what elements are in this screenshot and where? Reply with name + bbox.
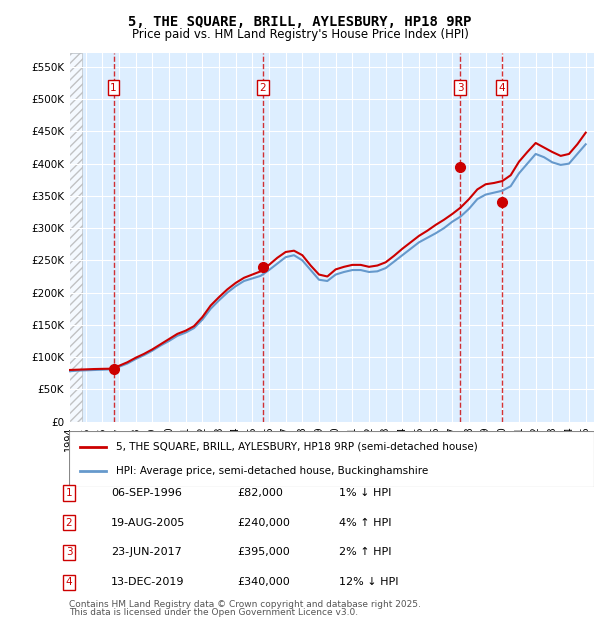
Text: £395,000: £395,000 [237, 547, 290, 557]
Text: HPI: Average price, semi-detached house, Buckinghamshire: HPI: Average price, semi-detached house,… [116, 466, 428, 476]
Text: This data is licensed under the Open Government Licence v3.0.: This data is licensed under the Open Gov… [69, 608, 358, 617]
Text: 1% ↓ HPI: 1% ↓ HPI [339, 488, 391, 498]
Text: 13-DEC-2019: 13-DEC-2019 [111, 577, 185, 587]
Text: Price paid vs. HM Land Registry's House Price Index (HPI): Price paid vs. HM Land Registry's House … [131, 28, 469, 41]
Text: 1: 1 [110, 82, 117, 93]
Text: 3: 3 [65, 547, 73, 557]
Text: 23-JUN-2017: 23-JUN-2017 [111, 547, 182, 557]
Text: 5, THE SQUARE, BRILL, AYLESBURY, HP18 9RP: 5, THE SQUARE, BRILL, AYLESBURY, HP18 9R… [128, 16, 472, 30]
Text: 2: 2 [65, 518, 73, 528]
Text: £82,000: £82,000 [237, 488, 283, 498]
Text: £240,000: £240,000 [237, 518, 290, 528]
Bar [69, 53, 82, 422]
Text: 4: 4 [498, 82, 505, 93]
Text: 12% ↓ HPI: 12% ↓ HPI [339, 577, 398, 587]
FancyBboxPatch shape [69, 431, 594, 487]
Text: 19-AUG-2005: 19-AUG-2005 [111, 518, 185, 528]
Text: 2% ↑ HPI: 2% ↑ HPI [339, 547, 391, 557]
Text: 2: 2 [260, 82, 266, 93]
Text: 5, THE SQUARE, BRILL, AYLESBURY, HP18 9RP (semi-detached house): 5, THE SQUARE, BRILL, AYLESBURY, HP18 9R… [116, 441, 478, 451]
Text: 1: 1 [65, 488, 73, 498]
Text: 3: 3 [457, 82, 464, 93]
Text: Contains HM Land Registry data © Crown copyright and database right 2025.: Contains HM Land Registry data © Crown c… [69, 600, 421, 609]
Text: 4: 4 [65, 577, 73, 587]
Text: £340,000: £340,000 [237, 577, 290, 587]
Text: 06-SEP-1996: 06-SEP-1996 [111, 488, 182, 498]
Text: 4% ↑ HPI: 4% ↑ HPI [339, 518, 391, 528]
